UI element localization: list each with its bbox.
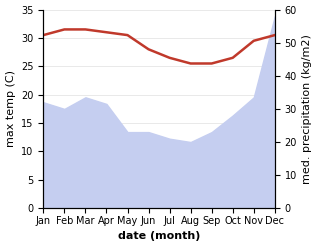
Y-axis label: max temp (C): max temp (C) [5, 70, 16, 147]
Y-axis label: med. precipitation (kg/m2): med. precipitation (kg/m2) [302, 34, 313, 184]
X-axis label: date (month): date (month) [118, 231, 200, 242]
